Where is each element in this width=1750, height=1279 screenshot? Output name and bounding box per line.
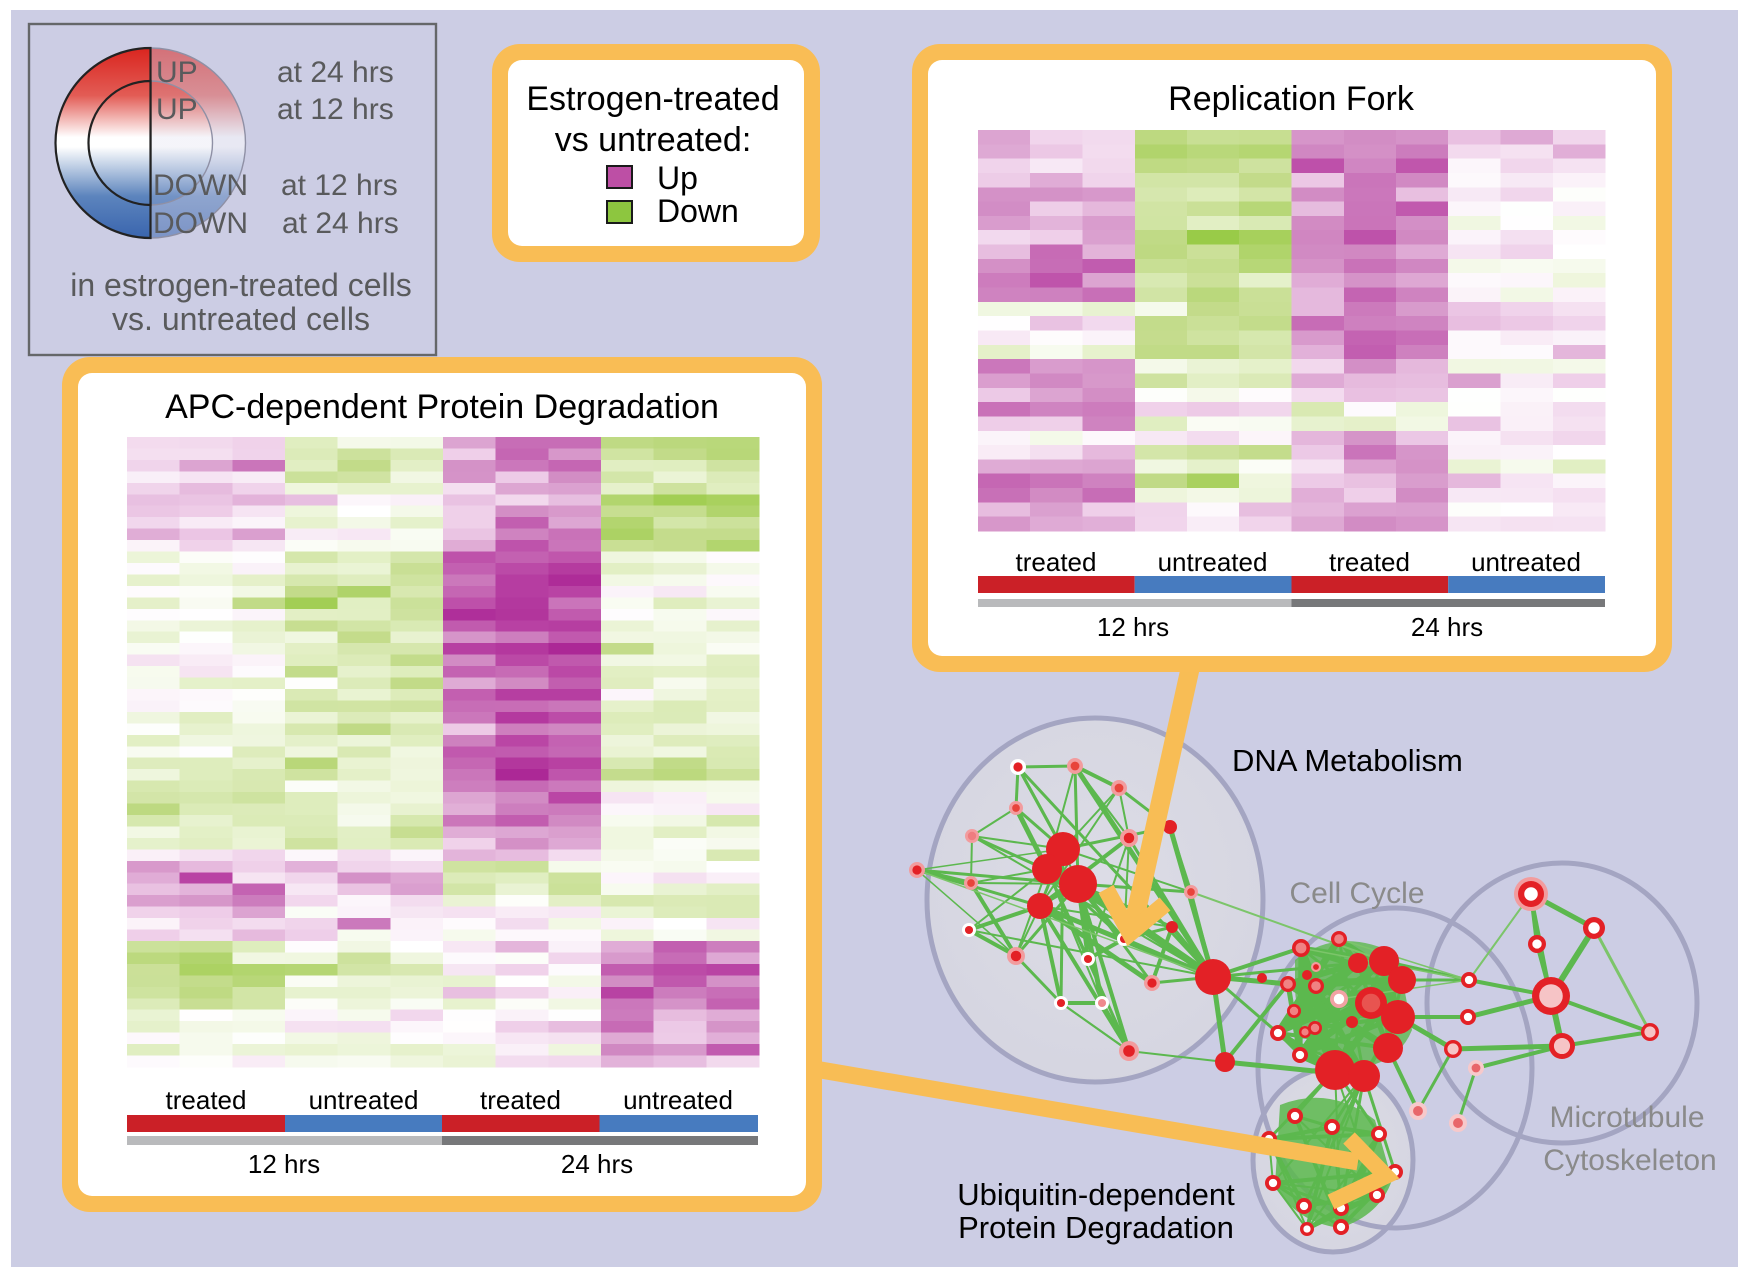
svg-text:24 hrs: 24 hrs bbox=[1411, 612, 1483, 642]
svg-text:in estrogen-treated cells: in estrogen-treated cells bbox=[70, 267, 412, 303]
svg-text:Cytoskeleton: Cytoskeleton bbox=[1543, 1144, 1716, 1177]
svg-text:at 24 hrs: at 24 hrs bbox=[282, 207, 399, 240]
svg-text:24 hrs: 24 hrs bbox=[561, 1149, 633, 1179]
svg-text:12 hrs: 12 hrs bbox=[1097, 612, 1169, 642]
svg-text:untreated: untreated bbox=[1158, 547, 1268, 577]
svg-text:Microtubule: Microtubule bbox=[1549, 1101, 1704, 1134]
svg-text:at 24 hrs: at 24 hrs bbox=[277, 56, 394, 89]
svg-text:UP: UP bbox=[156, 56, 198, 89]
svg-text:at 12 hrs: at 12 hrs bbox=[277, 93, 394, 126]
svg-text:untreated: untreated bbox=[623, 1085, 733, 1115]
svg-text:Down: Down bbox=[657, 193, 739, 229]
svg-text:Replication Fork: Replication Fork bbox=[1168, 80, 1415, 118]
svg-text:DNA Metabolism: DNA Metabolism bbox=[1232, 743, 1463, 778]
svg-text:untreated: untreated bbox=[309, 1085, 419, 1115]
svg-text:APC-dependent Protein Degradat: APC-dependent Protein Degradation bbox=[165, 388, 719, 426]
svg-text:UP: UP bbox=[156, 93, 198, 126]
svg-text:treated: treated bbox=[1016, 547, 1097, 577]
svg-text:Up: Up bbox=[657, 160, 698, 196]
svg-text:vs untreated:: vs untreated: bbox=[555, 121, 752, 159]
svg-text:at 12 hrs: at 12 hrs bbox=[281, 169, 398, 202]
svg-text:untreated: untreated bbox=[1471, 547, 1581, 577]
svg-text:DOWN: DOWN bbox=[153, 169, 248, 202]
svg-text:treated: treated bbox=[1329, 547, 1410, 577]
svg-text:DOWN: DOWN bbox=[153, 207, 248, 240]
svg-text:12 hrs: 12 hrs bbox=[248, 1149, 320, 1179]
svg-text:Protein Degradation: Protein Degradation bbox=[958, 1210, 1234, 1245]
svg-text:treated: treated bbox=[166, 1085, 247, 1115]
svg-text:vs. untreated cells: vs. untreated cells bbox=[112, 301, 370, 337]
svg-text:Cell Cycle: Cell Cycle bbox=[1289, 877, 1424, 910]
svg-text:Ubiquitin-dependent: Ubiquitin-dependent bbox=[957, 1177, 1235, 1212]
svg-text:Estrogen-treated: Estrogen-treated bbox=[526, 80, 779, 118]
svg-text:treated: treated bbox=[480, 1085, 561, 1115]
